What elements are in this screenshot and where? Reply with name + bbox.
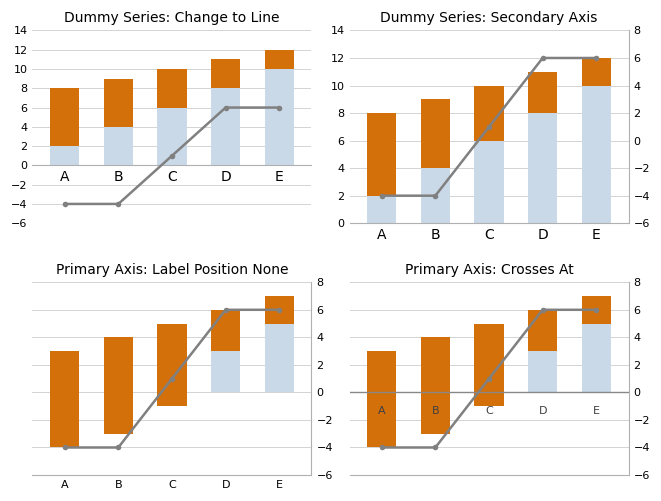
Bar [104, 79, 133, 127]
Bar [50, 146, 79, 165]
Bar [264, 324, 294, 392]
Text: D: D [539, 406, 547, 416]
Bar [104, 337, 133, 434]
Bar [157, 108, 187, 165]
Bar [420, 337, 450, 434]
Bar [420, 168, 450, 223]
Text: E: E [593, 406, 600, 416]
Bar [367, 113, 397, 196]
Bar [104, 127, 133, 165]
Bar [367, 392, 397, 447]
Title: Dummy Series: Change to Line: Dummy Series: Change to Line [64, 11, 280, 25]
Bar [211, 88, 241, 165]
Bar [211, 351, 241, 392]
Bar [157, 392, 187, 406]
Bar [474, 324, 504, 406]
Bar [582, 58, 611, 86]
Title: Dummy Series: Secondary Axis: Dummy Series: Secondary Axis [380, 11, 598, 25]
Bar [474, 392, 504, 406]
Bar [528, 113, 557, 223]
Bar [50, 88, 79, 146]
Bar [104, 392, 133, 434]
Bar [582, 86, 611, 223]
Text: B: B [432, 406, 439, 416]
Bar [528, 310, 557, 351]
Bar [211, 59, 241, 88]
Bar [264, 50, 294, 69]
Bar [50, 351, 79, 447]
Bar [264, 296, 294, 324]
Text: C: C [485, 406, 493, 416]
Text: A: A [378, 406, 385, 416]
Title: Primary Axis: Label Position None: Primary Axis: Label Position None [56, 263, 288, 277]
Bar [420, 392, 450, 434]
Bar [367, 351, 397, 447]
Bar [211, 310, 241, 351]
Bar [582, 296, 611, 324]
Bar [528, 351, 557, 392]
Bar [157, 324, 187, 406]
Bar [50, 392, 79, 447]
Bar [474, 86, 504, 141]
Bar [420, 99, 450, 168]
Title: Primary Axis: Crosses At: Primary Axis: Crosses At [405, 263, 573, 277]
Bar [264, 69, 294, 165]
Bar [528, 72, 557, 113]
Bar [367, 196, 397, 223]
Bar [474, 141, 504, 223]
Bar [582, 324, 611, 392]
Bar [157, 69, 187, 108]
